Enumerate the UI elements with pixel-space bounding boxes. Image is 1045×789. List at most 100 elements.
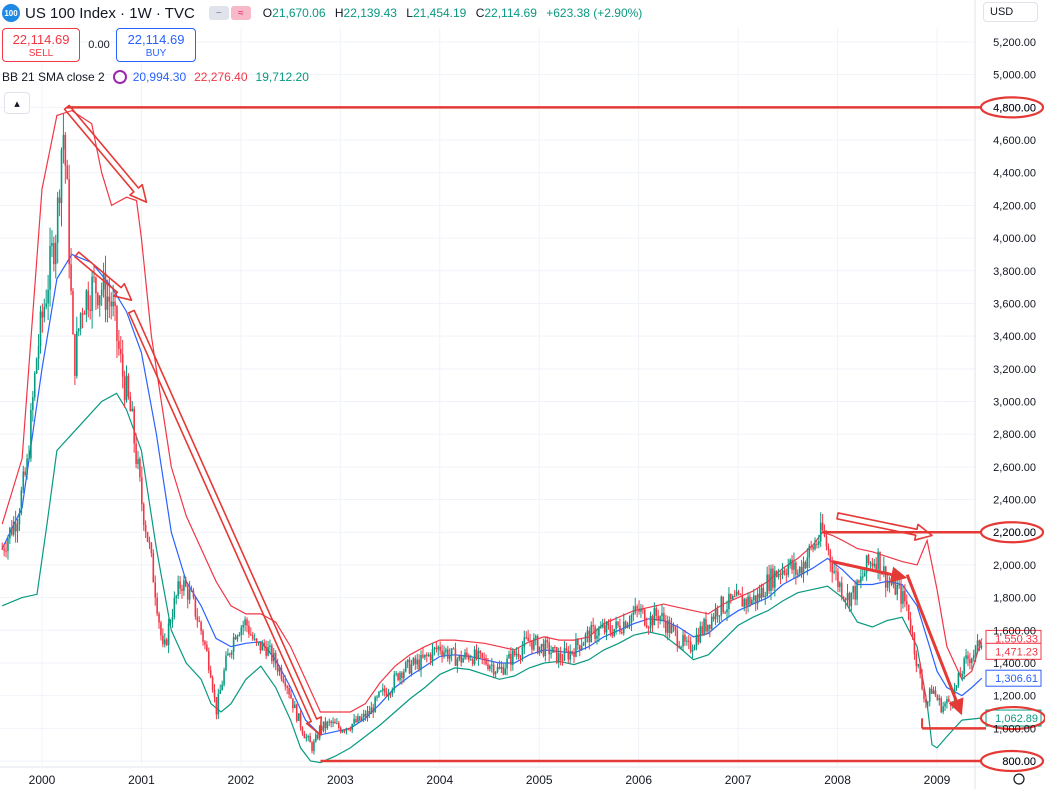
candle-body [429,654,432,661]
candle-body [374,697,376,713]
candle-body [762,587,765,598]
candle-body [248,625,250,635]
low-value: 21,454.19 [412,6,467,20]
candle-body [590,625,593,643]
buy-price: 22,114.69 [127,31,185,47]
candle-body [802,562,805,575]
candle-body [125,375,128,401]
candle-body [150,543,153,554]
candle-body [928,688,931,702]
candle-body [733,596,736,598]
trend-arrow [905,574,958,701]
candle-body [611,632,614,637]
candle-body [385,692,388,697]
candle-body [175,595,178,598]
candle-body [735,591,738,597]
candle-body [250,634,252,636]
candle-body [502,666,505,675]
change-value: +623.38 (+2.90%) [546,6,643,20]
minus-icon[interactable]: − [208,6,229,20]
candle-body [812,546,814,550]
candle-body [227,653,229,656]
candle-body [567,650,570,660]
candle-body [758,593,761,599]
y-tick-label: 2,000.00 [993,560,1036,572]
candle-body [971,658,973,664]
candle-body [649,616,652,629]
candle-body [552,647,554,653]
candle-body [657,615,659,621]
candle-body [395,673,397,675]
candle-body [642,608,644,610]
currency-selector[interactable]: USD [983,2,1038,22]
candle-body [408,659,411,674]
candle-body [225,655,227,671]
candle-body [483,657,485,659]
candle-body [737,591,740,594]
x-tick-label: 2003 [327,773,354,787]
candle-body [865,555,868,573]
candle-body [60,149,63,204]
candle-body [764,596,767,598]
price-label: 1,550.33 [995,633,1038,645]
candle-body [622,621,625,634]
candle-body [33,373,36,398]
candle-body [638,608,640,612]
candle-body [915,653,918,667]
candle-body [854,586,856,600]
candle-body [345,728,348,731]
candle-body [230,652,233,655]
candle-body [334,721,336,724]
candle-body [546,640,549,643]
candle-body [368,710,371,714]
candle-body [500,666,503,669]
candle-body [286,686,288,689]
candle-body [267,646,269,656]
candle-body [404,662,407,672]
candle-body [322,721,325,731]
candle-body [676,630,679,646]
candle-body [766,574,768,597]
candle-body [131,408,134,412]
candle-body [709,624,711,629]
y-tick-label: 4,800.00 [993,102,1036,114]
candle-body [303,733,306,739]
candle-body [531,641,533,650]
candle-body [7,538,9,551]
candle-body [24,471,26,475]
approx-icon[interactable]: ≈ [230,6,251,20]
candle-body [427,654,430,656]
candle-body [456,659,459,666]
chevron-up-icon[interactable]: ▴ [4,92,30,114]
candle-body [749,596,751,605]
candle-body [705,619,707,632]
candle-body [808,545,811,558]
candle-body [76,331,78,377]
candle-body [481,653,484,658]
candle-body [274,653,277,665]
candle-body [401,672,403,679]
candle-body [146,532,149,542]
indicator-legend[interactable]: BB 21 SMA close 2 20,994.30 22,276.40 19… [2,70,309,84]
candle-body [439,646,441,651]
candle-body [414,658,417,665]
candle-body [12,521,15,535]
candle-body [689,641,692,652]
candle-body [240,627,243,635]
candle-body [932,690,935,694]
sell-price: 22,114.69 [12,31,70,47]
candle-body [336,723,338,725]
candle-body [825,536,828,547]
sell-button[interactable]: 22,114.69 SELL [2,28,80,62]
candle-body [816,543,818,545]
candle-body [47,289,49,304]
candle-body [106,296,109,310]
candle-body [796,573,799,575]
candle-body [601,625,604,628]
buy-button[interactable]: 22,114.69 BUY [116,28,196,62]
candle-body [261,642,264,651]
candle-body [534,636,537,639]
candle-body [848,593,851,607]
symbol-title[interactable]: US 100 Index · 1W · TVC [25,4,195,22]
